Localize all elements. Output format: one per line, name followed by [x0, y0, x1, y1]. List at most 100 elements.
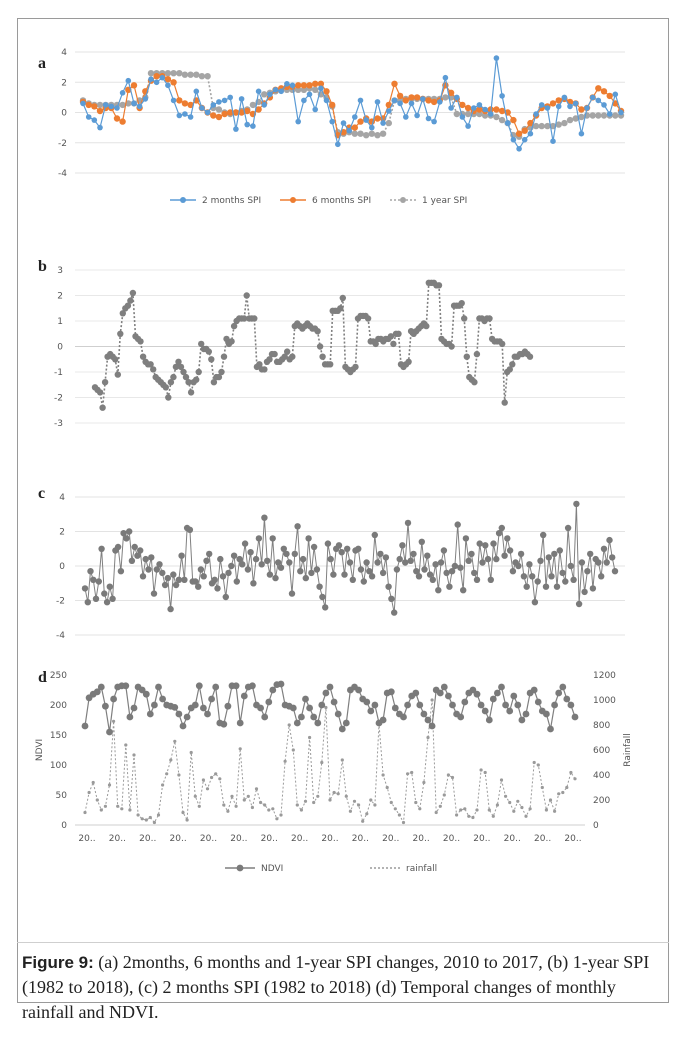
data-point-c — [506, 547, 514, 554]
data-point-d-rain — [540, 785, 544, 790]
data-point-c — [250, 580, 257, 587]
data-point-c — [440, 547, 448, 554]
data-point-d-ndvi — [518, 716, 526, 724]
data-point-d-rain — [275, 817, 279, 821]
x-tick-label: 20.. — [230, 834, 247, 844]
data-point-c — [429, 576, 436, 583]
data-point-b — [119, 310, 127, 317]
data-point-a-2 — [442, 94, 449, 101]
data-point-c — [288, 590, 296, 597]
data-point-b — [327, 361, 334, 368]
data-point-c — [324, 540, 332, 547]
data-point-a-0 — [561, 94, 568, 101]
data-point-d-rain — [246, 794, 250, 798]
data-point-d-rain — [393, 807, 397, 811]
data-point-a-1 — [187, 101, 194, 109]
data-point-a-1 — [493, 106, 500, 113]
data-point-c — [272, 574, 279, 582]
data-point-a-2 — [187, 71, 194, 78]
data-point-c — [197, 566, 205, 573]
data-point-c — [109, 595, 116, 602]
data-point-a-2 — [379, 130, 387, 137]
data-point-c — [275, 559, 282, 566]
data-point-d-ndvi — [293, 719, 301, 727]
data-point-c — [349, 576, 356, 583]
data-point-a-1 — [510, 116, 517, 124]
data-point-c — [529, 573, 536, 580]
y-tick-label: 0 — [59, 562, 65, 572]
data-point-c — [382, 554, 390, 561]
data-point-c — [424, 552, 431, 559]
chart-panel-d: d 250 200 150 100 50 0 1200 1000 800 600 400 200 0 ND… — [30, 665, 642, 890]
data-point-c — [495, 530, 503, 537]
data-point-d-ndvi — [97, 683, 105, 691]
data-point-a-1 — [181, 100, 189, 107]
data-point-d-rain — [189, 750, 193, 755]
data-point-d-rain — [512, 809, 516, 813]
data-point-d-ndvi — [404, 701, 411, 709]
data-point-b — [228, 338, 235, 345]
figure-caption: Figure 9: (a) 2months, 6 months and 1-ye… — [22, 950, 662, 1025]
data-point-b — [117, 330, 124, 337]
data-point-c — [335, 542, 343, 549]
data-point-a-2 — [555, 121, 562, 128]
data-point-a-2 — [176, 70, 183, 77]
data-point-a-0 — [369, 124, 375, 131]
data-point-d-rain — [316, 794, 320, 798]
chart-panel-a: a 4 2 0 -2 -4 2 months SPI 6 months SPI 1 year … — [30, 40, 642, 225]
data-point-d-rain — [340, 758, 344, 762]
data-point-a-0 — [572, 100, 579, 107]
chart-c-svg: 4 2 0 -2 -4 — [56, 493, 625, 641]
data-point-d-rain — [156, 813, 161, 817]
y-tick-label-left: 150 — [50, 731, 67, 741]
y-tick-label: 4 — [61, 48, 67, 58]
data-point-d-rain — [401, 820, 406, 825]
data-point-a-2 — [476, 110, 483, 118]
data-point-d-ndvi — [261, 713, 269, 721]
data-point-b — [243, 292, 250, 299]
data-point-a-2 — [578, 113, 585, 121]
data-point-b — [395, 330, 402, 337]
data-point-c — [600, 545, 608, 552]
data-point-c — [606, 536, 613, 544]
data-point-c — [413, 568, 420, 575]
data-point-a-0 — [306, 91, 313, 98]
data-point-d-rain — [201, 778, 205, 782]
data-point-c — [286, 559, 293, 566]
data-point-c — [230, 552, 238, 559]
data-point-d-rain — [242, 798, 246, 802]
data-point-a-1 — [606, 92, 613, 100]
y-tick-label-right: 1000 — [593, 696, 616, 706]
data-point-c — [435, 587, 442, 594]
data-point-b — [506, 366, 513, 373]
data-point-a-1 — [300, 82, 308, 89]
data-point-d-rain — [536, 763, 540, 767]
data-point-b — [461, 315, 468, 322]
y-tick-label: 0 — [57, 343, 63, 353]
data-point-a-1 — [91, 103, 98, 110]
data-point-d-rain — [140, 817, 144, 821]
data-point-a-1 — [578, 106, 585, 113]
data-point-a-0 — [567, 103, 573, 110]
data-point-d-ndvi — [514, 701, 522, 709]
data-point-d-rain — [95, 798, 99, 802]
data-point-a-0 — [437, 99, 443, 105]
data-point-c — [531, 599, 539, 606]
data-point-a-1 — [119, 118, 126, 125]
data-point-d-ndvi — [494, 689, 501, 697]
data-point-c — [81, 585, 89, 592]
data-point-a-0 — [403, 114, 409, 120]
data-point-b — [319, 353, 326, 360]
data-point-a-0 — [425, 115, 432, 122]
data-point-a-2 — [261, 91, 268, 98]
data-point-d-ndvi — [191, 701, 199, 709]
data-point-d-ndvi — [151, 701, 158, 709]
data-point-c — [261, 514, 268, 521]
data-point-a-2 — [595, 112, 602, 119]
data-point-c — [609, 554, 616, 561]
data-point-a-1 — [391, 80, 398, 87]
data-point-b — [230, 322, 238, 330]
data-point-d-rain — [548, 798, 553, 802]
data-point-c — [355, 545, 362, 552]
data-point-d-ndvi — [302, 695, 309, 703]
